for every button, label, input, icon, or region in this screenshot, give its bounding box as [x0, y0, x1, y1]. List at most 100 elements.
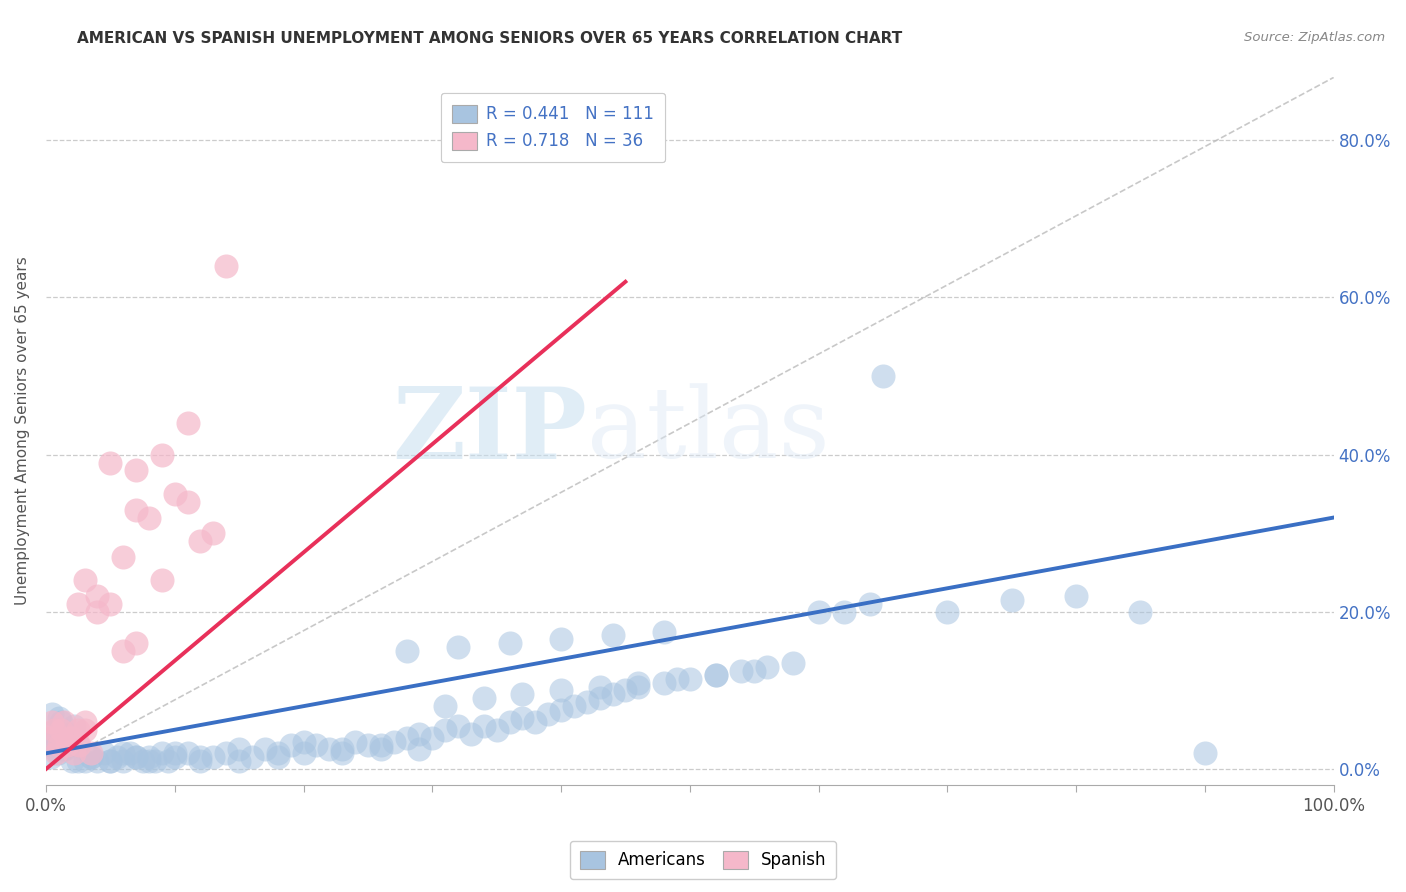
- Point: [589, 691, 612, 706]
- Point: [267, 750, 290, 764]
- Point: [73, 714, 96, 729]
- Point: [73, 574, 96, 588]
- Point: [550, 683, 572, 698]
- Point: [125, 502, 148, 516]
- Point: [652, 675, 675, 690]
- Point: [67, 597, 90, 611]
- Point: [228, 754, 250, 768]
- Point: [512, 711, 534, 725]
- Point: [73, 754, 96, 768]
- Point: [627, 680, 650, 694]
- Point: [150, 574, 173, 588]
- Point: [98, 456, 121, 470]
- Point: [472, 691, 495, 706]
- Point: [512, 687, 534, 701]
- Point: [138, 510, 160, 524]
- Point: [872, 369, 894, 384]
- Point: [176, 747, 198, 761]
- Point: [73, 723, 96, 737]
- Point: [105, 750, 128, 764]
- Point: [936, 605, 959, 619]
- Legend: R = 0.441   N = 111, R = 0.718   N = 36: R = 0.441 N = 111, R = 0.718 N = 36: [440, 93, 665, 161]
- Point: [112, 549, 135, 564]
- Point: [63, 747, 86, 761]
- Point: [98, 754, 121, 768]
- Point: [138, 754, 160, 768]
- Point: [51, 714, 73, 729]
- Text: AMERICAN VS SPANISH UNEMPLOYMENT AMONG SENIORS OVER 65 YEARS CORRELATION CHART: AMERICAN VS SPANISH UNEMPLOYMENT AMONG S…: [77, 31, 903, 46]
- Point: [408, 742, 430, 756]
- Point: [447, 640, 470, 655]
- Point: [589, 680, 612, 694]
- Point: [176, 495, 198, 509]
- Point: [240, 750, 263, 764]
- Point: [343, 734, 366, 748]
- Point: [163, 487, 186, 501]
- Point: [408, 727, 430, 741]
- Point: [330, 742, 353, 756]
- Point: [44, 723, 66, 737]
- Point: [434, 723, 457, 737]
- Point: [575, 695, 598, 709]
- Point: [112, 754, 135, 768]
- Point: [118, 747, 141, 761]
- Point: [86, 589, 108, 603]
- Point: [60, 731, 83, 745]
- Point: [150, 448, 173, 462]
- Point: [176, 416, 198, 430]
- Point: [395, 644, 418, 658]
- Point: [67, 754, 90, 768]
- Point: [562, 699, 585, 714]
- Point: [69, 739, 91, 753]
- Point: [42, 723, 65, 737]
- Point: [395, 731, 418, 745]
- Point: [58, 727, 80, 741]
- Y-axis label: Unemployment Among Seniors over 65 years: Unemployment Among Seniors over 65 years: [15, 257, 30, 606]
- Point: [420, 731, 443, 745]
- Point: [125, 750, 148, 764]
- Point: [460, 727, 482, 741]
- Point: [498, 636, 520, 650]
- Point: [1194, 747, 1216, 761]
- Point: [98, 597, 121, 611]
- Point: [742, 664, 765, 678]
- Point: [834, 605, 856, 619]
- Point: [112, 747, 135, 761]
- Point: [42, 742, 65, 756]
- Point: [80, 750, 103, 764]
- Point: [125, 463, 148, 477]
- Point: [48, 711, 70, 725]
- Point: [190, 534, 212, 549]
- Point: [280, 739, 302, 753]
- Point: [215, 259, 238, 273]
- Point: [370, 739, 392, 753]
- Point: [614, 683, 637, 698]
- Point: [53, 714, 76, 729]
- Point: [86, 754, 108, 768]
- Point: [38, 731, 60, 745]
- Point: [704, 667, 727, 681]
- Point: [1064, 589, 1087, 603]
- Point: [53, 742, 76, 756]
- Point: [330, 747, 353, 761]
- Point: [202, 750, 225, 764]
- Point: [58, 731, 80, 745]
- Point: [157, 754, 180, 768]
- Point: [45, 747, 67, 761]
- Point: [253, 742, 276, 756]
- Point: [382, 734, 405, 748]
- Point: [318, 742, 340, 756]
- Point: [859, 597, 882, 611]
- Text: Source: ZipAtlas.com: Source: ZipAtlas.com: [1244, 31, 1385, 45]
- Point: [98, 754, 121, 768]
- Point: [53, 734, 76, 748]
- Point: [292, 747, 315, 761]
- Point: [807, 605, 830, 619]
- Point: [51, 723, 73, 737]
- Point: [80, 747, 103, 761]
- Point: [756, 660, 779, 674]
- Point: [163, 750, 186, 764]
- Point: [39, 750, 62, 764]
- Point: [730, 664, 752, 678]
- Point: [292, 734, 315, 748]
